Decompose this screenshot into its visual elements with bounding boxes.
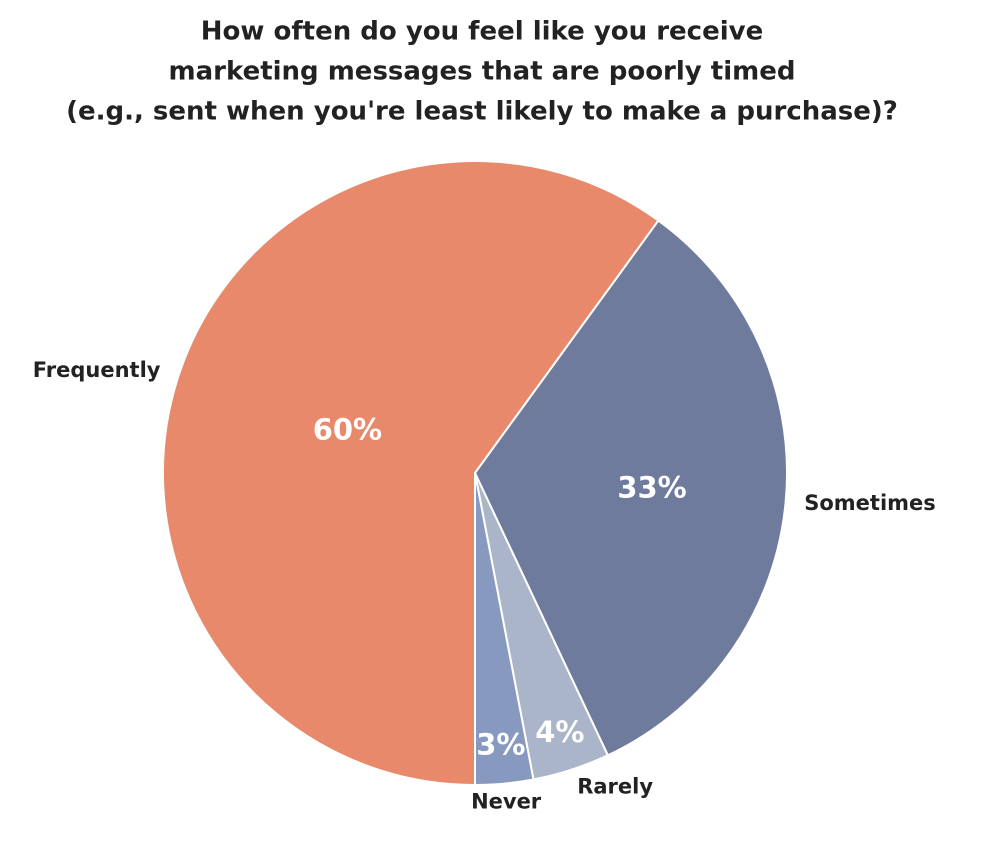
value-label: 60%: [313, 413, 382, 447]
value-label: 4%: [535, 715, 584, 749]
category-label: Frequently: [33, 358, 161, 382]
value-label: 33%: [617, 471, 686, 505]
value-label: 3%: [476, 727, 525, 761]
pie-slice: [474, 472, 535, 787]
pie-slice: [162, 160, 660, 787]
category-label: Never: [471, 789, 542, 813]
category-label: Sometimes: [804, 491, 936, 515]
chart-title: How often do you feel like you receive: [201, 17, 763, 47]
pie-slice: [473, 219, 788, 757]
chart-title: marketing messages that are poorly timed: [169, 57, 796, 87]
chart-title: (e.g., sent when you're least likely to …: [66, 97, 898, 127]
category-label: Rarely: [577, 775, 653, 799]
